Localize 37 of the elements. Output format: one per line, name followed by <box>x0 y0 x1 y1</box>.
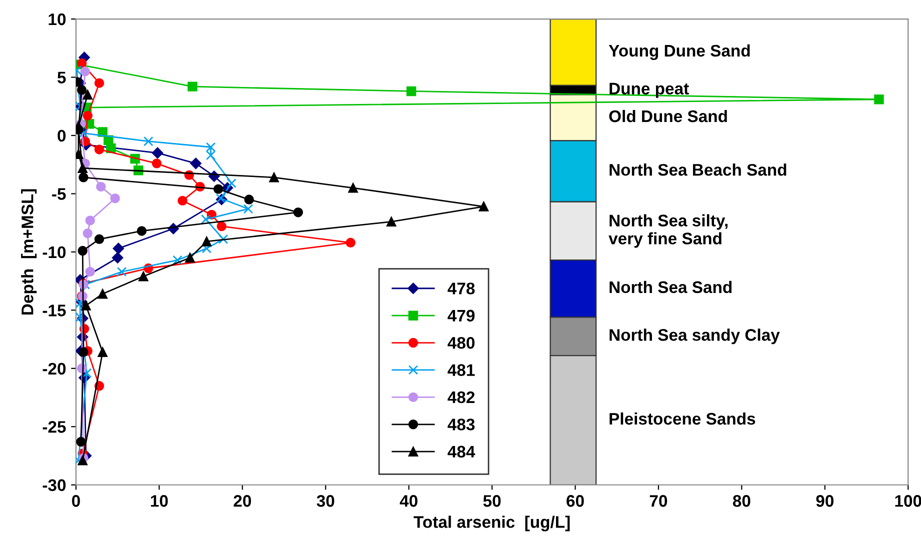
band-label: North Sea Sand <box>610 280 732 294</box>
band-label: North Sea sandy Clay <box>610 328 780 344</box>
x-tick-label: 80 <box>732 495 750 507</box>
band-label: North Sea Beach Sand <box>610 164 786 176</box>
y-axis-title: Depth [m+MSL] <box>21 189 37 314</box>
band-label: Pleistocene Sands <box>610 412 756 425</box>
legend-label: 480 <box>448 336 475 349</box>
legend-label: 478 <box>448 282 475 294</box>
x-tick-label: 20 <box>234 495 251 507</box>
band-label: North Sea silty, very fine Sand <box>608 214 728 248</box>
y-tick-label: -30 <box>42 479 66 492</box>
x-axis-title: Total arsenic [ug/L] <box>414 516 570 532</box>
y-tick-label: -10 <box>42 246 66 258</box>
band-label: Old Dune Sand <box>609 110 727 122</box>
y-tick-label: -5 <box>52 188 66 200</box>
x-tick-label: 40 <box>400 495 418 507</box>
band-label: Dune peat <box>610 82 689 98</box>
legend-label: 481 <box>448 364 475 376</box>
y-tick-label: -20 <box>42 362 66 375</box>
legend-label: 482 <box>448 391 475 404</box>
legend-label: 483 <box>448 418 475 430</box>
x-tick-label: 60 <box>566 495 584 507</box>
y-tick-label: 5 <box>58 72 66 84</box>
x-tick-label: 30 <box>316 495 334 507</box>
x-tick-label: 50 <box>483 495 501 507</box>
y-tick-label: 0 <box>58 130 66 142</box>
x-tick-label: 70 <box>650 495 668 507</box>
x-tick-label: 10 <box>150 495 168 507</box>
band-label: Young Dune Sand <box>608 44 750 60</box>
x-tick-label: 100 <box>895 495 921 507</box>
x-tick-label: 90 <box>816 495 834 507</box>
y-tick-label: -25 <box>42 421 66 433</box>
x-tick-label: 0 <box>72 495 80 507</box>
legend-label: 484 <box>448 446 476 458</box>
legend-label: 479 <box>448 310 475 322</box>
y-tick-label: 10 <box>48 13 66 26</box>
y-tick-label: -15 <box>42 304 66 316</box>
